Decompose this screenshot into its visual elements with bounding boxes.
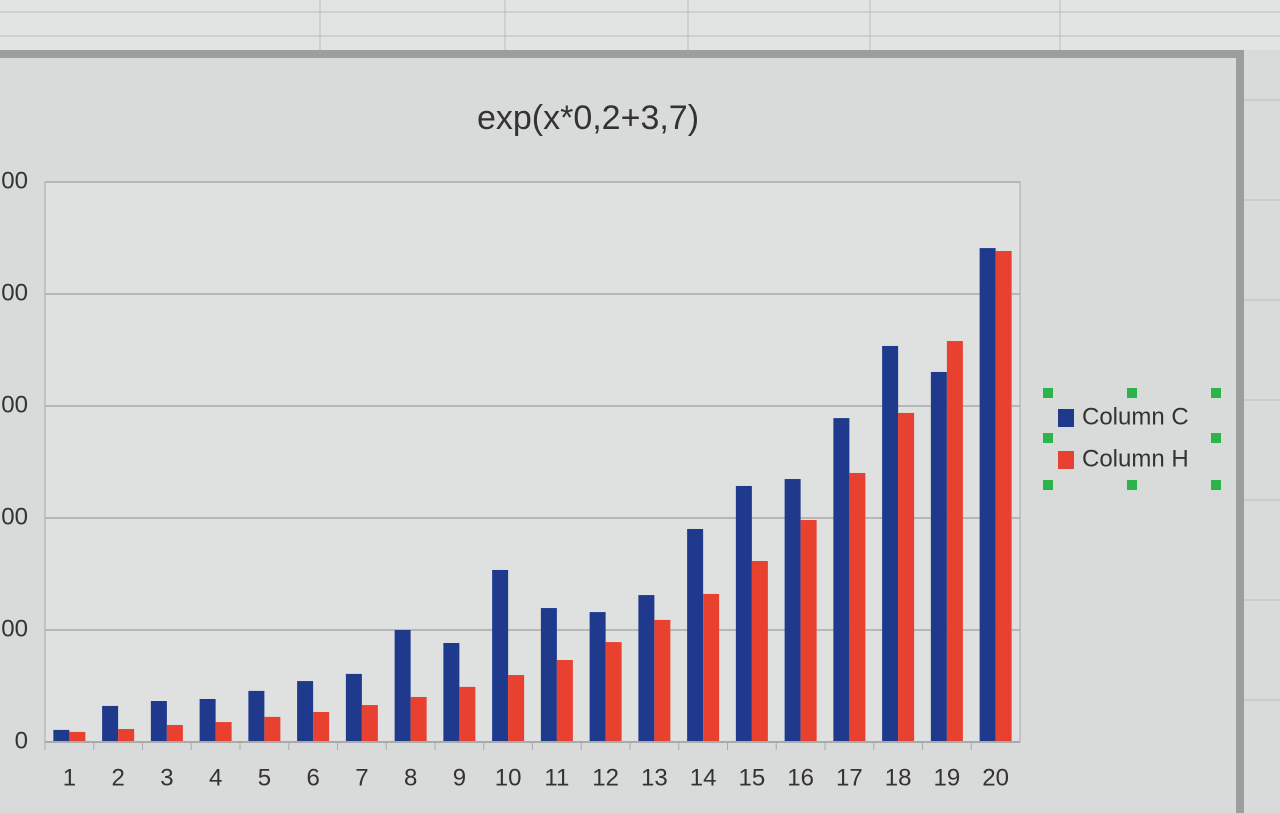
x-tick-label: 4 — [209, 764, 222, 791]
bar — [687, 528, 704, 742]
bar — [492, 569, 509, 742]
legend-label: Column H — [1082, 445, 1189, 472]
bar — [898, 412, 915, 742]
legend-handles — [1043, 388, 1221, 490]
bar — [800, 520, 817, 742]
x-tick-label: 10 — [495, 764, 522, 791]
bar — [248, 690, 265, 742]
x-tick-label: 14 — [690, 764, 717, 791]
bar — [102, 705, 119, 742]
bar — [589, 612, 606, 742]
x-tick-label: 6 — [306, 764, 319, 791]
x-tick-label: 7 — [355, 764, 368, 791]
bar — [199, 698, 216, 742]
x-tick-label: 5 — [258, 764, 271, 791]
bar — [69, 731, 86, 742]
y-tick-label: 00 — [1, 391, 28, 418]
x-tick-label: 15 — [739, 764, 766, 791]
bar — [459, 686, 476, 742]
bar — [215, 722, 232, 742]
bar — [53, 729, 70, 742]
x-tick-label: 13 — [641, 764, 668, 791]
bar — [345, 673, 362, 742]
bar — [313, 711, 330, 742]
chart-title: exp(x*0,2+3,7) — [477, 99, 699, 137]
y-tick-label: 0 — [15, 727, 28, 754]
plot-area — [44, 181, 1021, 743]
y-tick-label: 00 — [1, 279, 28, 306]
bar — [118, 729, 135, 742]
bar — [508, 675, 525, 742]
y-tick-label: 00 — [1, 167, 28, 194]
legend-swatch — [1058, 451, 1074, 469]
bar — [735, 485, 752, 742]
x-tick-label: 16 — [787, 764, 814, 791]
bar — [882, 345, 899, 742]
x-tick-label: 2 — [111, 764, 124, 791]
bar — [946, 341, 963, 742]
x-tick-label: 18 — [885, 764, 912, 791]
bar — [605, 642, 622, 742]
legend-label: Column C — [1082, 403, 1189, 430]
bar — [540, 608, 557, 742]
bar — [443, 642, 460, 742]
bar — [833, 418, 850, 742]
y-tick-label: 00 — [1, 615, 28, 642]
y-tick-label: 00 — [1, 503, 28, 530]
bar — [751, 561, 768, 742]
x-tick-label: 12 — [592, 764, 619, 791]
bar — [556, 660, 573, 742]
x-tick-label: 17 — [836, 764, 863, 791]
x-tick-label: 20 — [982, 764, 1009, 791]
bar — [930, 371, 947, 742]
bar — [703, 593, 720, 742]
x-tick-label: 11 — [544, 764, 569, 791]
x-tick-label: 1 — [63, 764, 76, 791]
x-tick-label: 19 — [934, 764, 961, 791]
bar — [150, 701, 167, 742]
bar — [979, 248, 996, 742]
bar — [166, 724, 183, 742]
x-tick-label: 8 — [404, 764, 417, 791]
bar — [654, 619, 671, 742]
bar — [784, 479, 801, 742]
legend-swatch — [1058, 409, 1074, 427]
bar — [410, 696, 427, 742]
x-tick-label: 3 — [160, 764, 173, 791]
bar — [264, 716, 281, 742]
bar — [394, 630, 411, 742]
bar — [361, 705, 378, 742]
bar — [638, 595, 655, 742]
x-tick-label: 9 — [453, 764, 466, 791]
bar — [849, 472, 866, 742]
bar — [297, 681, 314, 742]
bar — [995, 250, 1012, 742]
